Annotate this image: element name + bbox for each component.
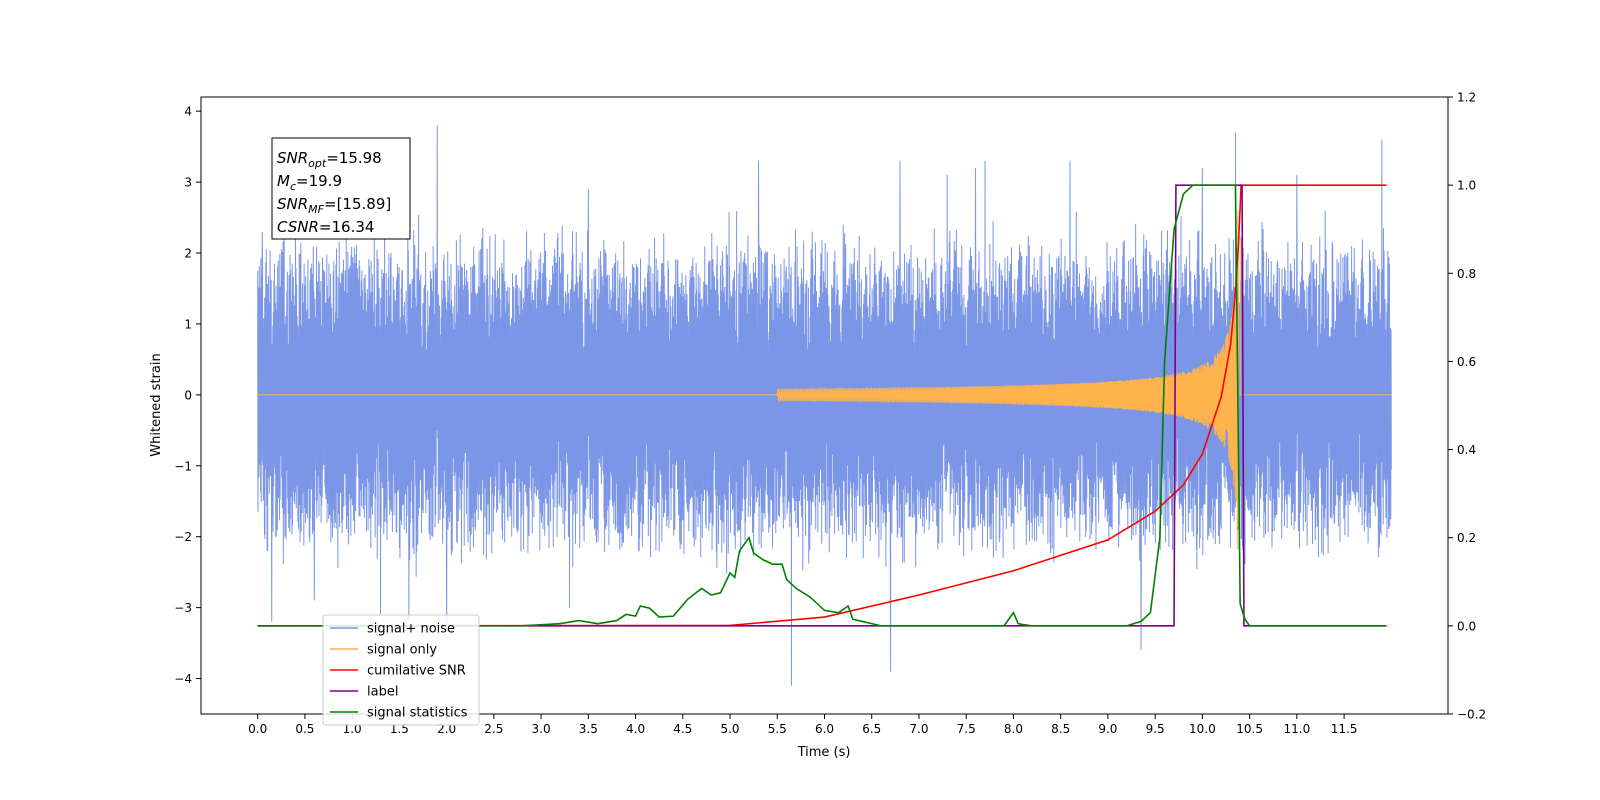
x-tick-label: 0.5 bbox=[295, 722, 314, 736]
x-tick-label: 5.5 bbox=[768, 722, 787, 736]
annotation-line: SNRopt=15.98 bbox=[277, 149, 382, 170]
x-tick-label: 6.0 bbox=[815, 722, 834, 736]
legend-frame bbox=[322, 614, 480, 726]
annotation-line: Mc=19.9 bbox=[277, 172, 342, 193]
y-tick-label: −1 bbox=[174, 459, 192, 473]
y-tick-label: 4 bbox=[184, 105, 192, 119]
x-tick-label: 11.5 bbox=[1331, 722, 1358, 736]
y-tick-label: 2 bbox=[184, 247, 192, 261]
x-tick-label: 9.5 bbox=[1146, 722, 1165, 736]
y-tick-label: −3 bbox=[174, 601, 192, 615]
y2-tick-label: 0.0 bbox=[1457, 619, 1476, 633]
series-signal-statistics-line bbox=[257, 184, 1387, 627]
y-tick-label: 0 bbox=[184, 388, 192, 402]
x-tick-label: 4.0 bbox=[626, 722, 645, 736]
x-tick-label: 2.5 bbox=[484, 722, 503, 736]
annotation-line: CSNR=16.34 bbox=[277, 218, 374, 236]
x-tick-label: 11.0 bbox=[1283, 722, 1310, 736]
legend-label: cumilative SNR bbox=[367, 664, 466, 679]
legend-label: signal only bbox=[367, 643, 437, 658]
legend-label: signal statistics bbox=[367, 706, 468, 721]
series-cumilative-snr-line bbox=[257, 184, 1387, 627]
legend: signal+ noise signal only cumilative SNR la… bbox=[322, 614, 480, 726]
y-tick-label: −2 bbox=[174, 530, 192, 544]
y-axis-ticks: 4 3 2 1 0 −1 −2 −3 −4 bbox=[174, 105, 201, 686]
y2-tick-label: 0.4 bbox=[1457, 443, 1476, 457]
x-tick-label: 5.0 bbox=[720, 722, 739, 736]
annotation-frame bbox=[271, 137, 411, 240]
y2-tick-label: 0.2 bbox=[1457, 531, 1476, 545]
x-tick-label: 3.5 bbox=[579, 722, 598, 736]
annotation-line: SNRMF=[15.89] bbox=[277, 195, 391, 216]
x-tick-label: 10.0 bbox=[1189, 722, 1216, 736]
y-tick-label: 1 bbox=[184, 317, 192, 331]
y2-tick-label: −0.2 bbox=[1457, 708, 1486, 722]
y2-axis-ticks: 1.2 1.0 0.8 0.6 0.4 0.2 0.0 −0.2 bbox=[1448, 91, 1486, 722]
y2-tick-label: 0.6 bbox=[1457, 355, 1476, 369]
legend-label: signal+ noise bbox=[367, 622, 455, 637]
legend-label: label bbox=[367, 685, 398, 700]
series-layer bbox=[257, 125, 1392, 686]
x-tick-label: 10.5 bbox=[1236, 722, 1263, 736]
y2-tick-label: 0.8 bbox=[1457, 267, 1476, 281]
x-tick-label: 8.5 bbox=[1051, 722, 1070, 736]
y-tick-label: 3 bbox=[184, 176, 192, 190]
x-axis-label: Time (s) bbox=[797, 745, 851, 760]
x-tick-label: 3.0 bbox=[532, 722, 551, 736]
x-tick-label: 6.5 bbox=[862, 722, 881, 736]
x-tick-label: 7.0 bbox=[909, 722, 928, 736]
y2-tick-label: 1.2 bbox=[1457, 91, 1476, 105]
x-tick-label: 0.0 bbox=[248, 722, 267, 736]
x-tick-label: 8.0 bbox=[1004, 722, 1023, 736]
y-axis-label: Whitened strain bbox=[149, 353, 164, 456]
y-tick-label: −4 bbox=[174, 672, 192, 686]
x-tick-label: 4.5 bbox=[673, 722, 692, 736]
x-tick-label: 7.5 bbox=[957, 722, 976, 736]
x-tick-label: 9.0 bbox=[1098, 722, 1117, 736]
y2-tick-label: 1.0 bbox=[1457, 179, 1476, 193]
